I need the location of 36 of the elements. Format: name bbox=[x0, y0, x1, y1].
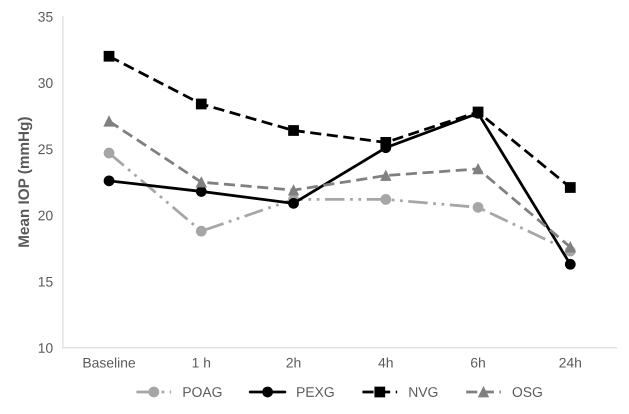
legend-label: PEXG bbox=[297, 387, 334, 397]
x-tick-label: 2h bbox=[286, 357, 300, 368]
point bbox=[564, 182, 576, 193]
point bbox=[380, 137, 392, 148]
point bbox=[104, 50, 114, 62]
point bbox=[380, 170, 392, 181]
point bbox=[104, 148, 114, 158]
point bbox=[196, 176, 207, 188]
point bbox=[288, 125, 299, 136]
y-tick-label: 20 bbox=[38, 210, 53, 220]
x-tick-label: Baseline bbox=[84, 357, 136, 368]
y-tick-label: 30 bbox=[38, 78, 53, 88]
point bbox=[196, 186, 207, 197]
point bbox=[196, 226, 207, 237]
point bbox=[564, 258, 576, 270]
point bbox=[472, 202, 484, 213]
y-tick-label: 35 bbox=[38, 12, 53, 22]
legend-label: NVG bbox=[409, 387, 438, 397]
y-axis-title: Mean IOP (mmHg) bbox=[18, 117, 32, 247]
x-tick-label: 24h bbox=[559, 357, 581, 368]
point bbox=[380, 194, 392, 205]
point bbox=[196, 98, 207, 110]
y-tick-label: 25 bbox=[38, 144, 53, 154]
point bbox=[104, 116, 114, 127]
point bbox=[288, 198, 299, 209]
point bbox=[104, 175, 114, 186]
point bbox=[472, 164, 484, 174]
point bbox=[288, 184, 299, 196]
x-tick-label: 4h bbox=[378, 357, 393, 368]
x-tick-label: 6h bbox=[471, 357, 485, 368]
point bbox=[564, 242, 576, 252]
y-tick-label: 15 bbox=[38, 276, 53, 287]
legend-label: OSG bbox=[512, 387, 542, 397]
legend-label: POAG bbox=[183, 387, 222, 397]
x-tick-label: 1 h bbox=[192, 357, 210, 368]
y-tick-label: 10 bbox=[38, 343, 53, 353]
